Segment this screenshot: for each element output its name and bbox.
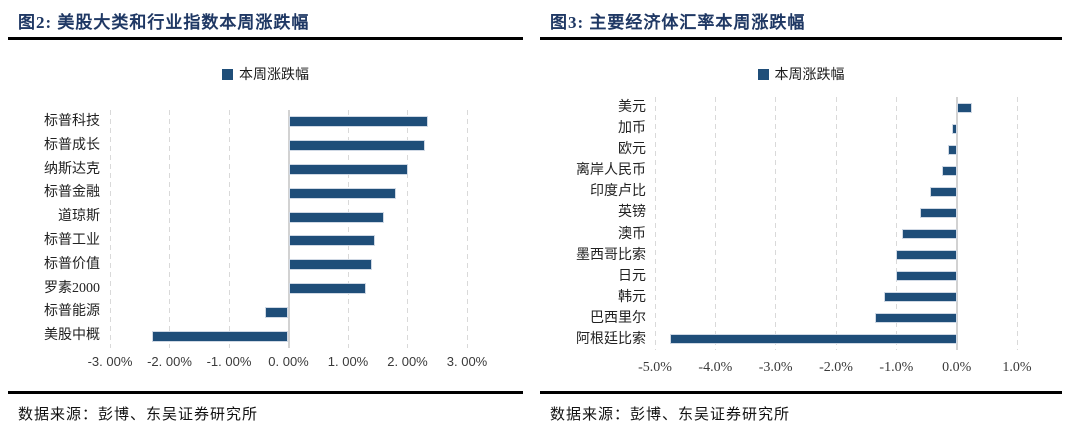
bar [956,102,972,113]
source-note: 数据来源：彭博、东吴证券研究所 [18,407,259,423]
x-tick-label: 2. 00% [387,354,428,369]
category-label: 标普金融 [44,185,100,201]
bar [875,313,957,324]
legend-label: 本周涨跌幅 [774,68,845,83]
title-rule [540,37,1062,40]
zero-axis-line [287,110,290,348]
chart-plot-area: -3. 00% -2. 00% -1. 00% 0. 00% 1. 00% 2. 00% 3… [8,0,523,443]
x-tick-label: -2.0% [819,360,853,375]
category-label: 澳币 [618,226,646,242]
figure-2-title: 图2: 美股大类和行业指数本周涨跌幅 [18,13,310,32]
gridline [228,110,230,348]
bar [151,330,289,342]
figure-3-title: 图3: 主要经济体汇率本周涨跌幅 [550,13,806,32]
category-label: 标普成长 [44,137,100,153]
x-tick-label: -3. 00% [87,354,133,369]
x-tick-label: -3.0% [758,360,793,375]
gridline [1016,97,1018,350]
category-label: 道琼斯 [58,209,100,225]
category-label: 印度卢比 [590,184,646,200]
gridline [466,110,468,348]
category-label: 标普工业 [44,233,100,248]
x-tick-label: 0.0% [942,360,972,375]
legend-label: 本周涨跌幅 [239,68,309,83]
gridline [654,97,656,350]
bar [288,164,408,175]
bar [902,229,957,240]
category-label: 罗素2000 [44,280,100,296]
category-label: 加币 [618,121,646,137]
x-tick-label: 3. 00% [446,354,488,369]
gridline [407,110,408,348]
bottom-rule [8,391,523,394]
bar [288,259,372,271]
bar [288,116,429,128]
category-label: 标普科技 [44,114,100,129]
gridline [109,110,111,348]
gridline [835,97,837,350]
x-tick-label: 1.0% [1002,360,1032,375]
bar [941,165,957,176]
chart-plot-area: -5.0% -4.0% -3.0% -2.0% -1.0% 0.0% 1.0% 美元加币欧元离… [540,0,1062,443]
bar [288,187,396,199]
category-label: 欧元 [618,142,646,158]
category-label: 英镑 [618,205,646,221]
x-tick-label: 0. 00% [268,354,309,369]
bar [288,140,426,152]
figure-3-panel: 图3: 主要经济体汇率本周涨跌幅 本周涨跌幅 -5.0% -4.0% -3.0% -2… [540,0,1062,443]
bar [288,235,375,247]
x-tick-label: -2. 00% [147,354,192,369]
bar [929,186,957,197]
bar [951,123,957,134]
category-label: 美元 [618,100,646,115]
bar [288,211,384,223]
bottom-rule [540,391,1062,394]
category-label: 墨西哥比索 [576,247,646,263]
gridline [347,110,349,348]
legend-marker-icon [757,69,769,80]
legend: 本周涨跌幅 [540,64,1062,84]
gridline [775,97,777,350]
category-label: 离岸人民币 [576,163,646,179]
category-label: 标普价值 [44,256,100,272]
x-tick-label: 1. 00% [327,354,369,369]
zero-axis-line [955,97,958,350]
bar [920,207,957,218]
gridline [169,110,170,348]
bar [288,283,366,294]
gridline [895,97,897,350]
x-tick-label: -1. 00% [206,354,252,369]
bar [264,306,289,318]
category-label: 韩元 [618,289,646,305]
bar [896,250,957,261]
category-label: 日元 [618,268,646,284]
x-tick-label: -1.0% [879,360,914,375]
x-tick-label: -5.0% [638,360,672,375]
category-label: 阿根廷比索 [576,331,646,347]
title-rule [8,37,523,40]
bar [896,271,957,282]
x-tick-label: -4.0% [698,360,733,375]
figure-2-panel: 图2: 美股大类和行业指数本周涨跌幅 本周涨跌幅 -3. 00% -2. 00% -… [8,0,523,443]
legend: 本周涨跌幅 [8,64,523,84]
category-label: 巴西里尔 [590,310,646,326]
source-note: 数据来源：彭博、东吴证券研究所 [550,407,791,423]
category-label: 纳斯达克 [44,161,100,177]
gridline [714,97,716,350]
category-label: 标普能源 [44,304,100,320]
bar [947,144,957,155]
bar [884,292,957,303]
legend-marker-icon [222,69,233,80]
bar [670,334,957,345]
category-label: 美股中概 [44,328,100,344]
